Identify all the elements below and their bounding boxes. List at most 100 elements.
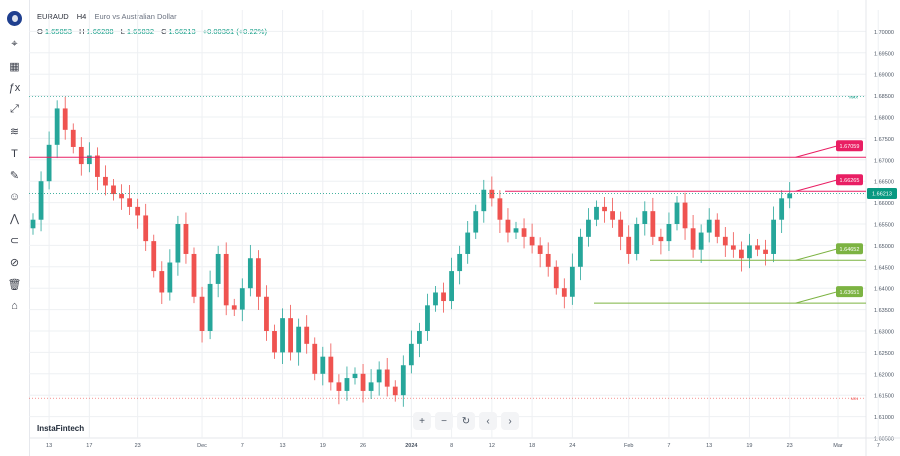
candle-body <box>578 236 583 267</box>
candle-body <box>86 155 92 165</box>
candle-body <box>457 253 463 272</box>
measure-icon[interactable]: ▦ <box>9 60 20 73</box>
magnet-icon[interactable]: ⊂ <box>9 235 20 248</box>
candle-body <box>143 215 149 242</box>
candle-body <box>207 283 213 331</box>
y-tick-label: 1.65000 <box>874 244 894 250</box>
y-tick-label: 1.61500 <box>874 394 894 400</box>
candle-body <box>70 129 76 147</box>
candle-body <box>280 318 285 353</box>
level-connector <box>795 145 837 158</box>
text-icon[interactable]: T <box>11 147 18 160</box>
x-tick-label: 23 <box>135 443 141 449</box>
candle-body <box>272 331 277 353</box>
candle-body <box>247 258 253 289</box>
x-tick-label: Feb <box>624 443 633 449</box>
home-icon[interactable]: ⌂ <box>11 300 18 313</box>
candle-body <box>433 292 438 306</box>
x-tick-label: Mar <box>833 443 843 449</box>
candle-body <box>135 206 141 216</box>
candle-body <box>698 232 704 250</box>
candle-body <box>513 228 519 233</box>
pattern-icon[interactable]: ⋀ <box>9 213 20 226</box>
level-connector <box>795 248 837 261</box>
candle-body <box>288 318 293 353</box>
cursor-icon[interactable]: ⌖ <box>11 38 18 50</box>
candle-body <box>239 288 245 310</box>
y-tick-label: 1.64000 <box>874 287 894 293</box>
timeframe-label[interactable]: H4 <box>76 12 87 21</box>
candle-body <box>264 296 269 331</box>
emoji-icon[interactable]: ☺ <box>8 191 21 204</box>
candle-body <box>296 326 302 353</box>
trendline-icon[interactable]: ⤢ <box>10 103 19 116</box>
candle-body <box>505 219 511 233</box>
candle-body <box>183 224 189 254</box>
candle-body <box>626 236 632 254</box>
x-tick-label: 7 <box>667 443 670 449</box>
candle-body <box>417 331 422 344</box>
y-tick-label: 1.63500 <box>874 308 894 314</box>
logo-icon <box>7 11 22 26</box>
candle-body <box>618 219 624 237</box>
y-tick-label: 1.69500 <box>874 51 894 57</box>
candle-body <box>223 253 229 306</box>
candle-body <box>441 292 446 302</box>
candle-body <box>489 189 495 199</box>
zoom-out-button[interactable]: − <box>435 412 453 430</box>
x-tick-label: 19 <box>746 443 752 449</box>
chart-navigation: + − ↻ ‹ › <box>413 412 519 430</box>
y-tick-label: 1.66500 <box>874 180 894 186</box>
brush-icon[interactable]: ✎ <box>9 169 20 182</box>
candle-body <box>151 241 157 272</box>
candle-body <box>537 245 543 254</box>
x-tick-label: 12 <box>489 443 495 449</box>
candle-body <box>739 249 744 259</box>
symbol-description: Euro vs Australian Dollar <box>94 12 177 21</box>
candle-body <box>368 382 374 391</box>
candle-body <box>111 185 116 195</box>
candle-body <box>658 236 664 242</box>
candle-body <box>191 253 197 297</box>
candle-body <box>312 343 318 374</box>
current-price-label: 1.66213 <box>872 192 892 198</box>
zoom-in-button[interactable]: + <box>413 412 431 430</box>
candle-body <box>159 271 165 293</box>
x-tick-label: 7 <box>241 443 244 449</box>
scroll-forward-button[interactable]: › <box>501 412 519 430</box>
symbol-label[interactable]: EURAUD <box>37 12 69 21</box>
y-tick-label: 1.70000 <box>874 30 894 36</box>
x-tick-label: 24 <box>569 443 575 449</box>
candle-body <box>320 356 326 374</box>
x-tick-label: 8 <box>450 443 453 449</box>
candle-body <box>666 224 672 242</box>
candle-body <box>497 198 503 220</box>
fib-icon[interactable]: ≋ <box>9 126 20 139</box>
eye-off-icon[interactable]: ⊘ <box>9 257 20 269</box>
reset-button[interactable]: ↻ <box>457 412 475 430</box>
y-tick-label: 1.62500 <box>874 351 894 357</box>
candle-body <box>634 224 640 254</box>
drawing-toolbar: ⌖ ▦ ƒx ⤢ ≋ T ✎ ☺ ⋀ ⊂ ⊘ 🗑 ⌂ <box>0 0 30 456</box>
candle-body <box>46 144 52 182</box>
candle-body <box>594 206 599 220</box>
scroll-back-button[interactable]: ‹ <box>479 412 497 430</box>
y-tick-label: 1.67000 <box>874 158 894 164</box>
candle-body <box>336 382 342 391</box>
candle-body <box>642 211 648 224</box>
candle-body <box>787 193 793 199</box>
y-tick-label: 1.68000 <box>874 116 894 122</box>
level-badge <box>836 286 863 298</box>
trash-icon[interactable]: 🗑 <box>7 278 22 291</box>
level-badge <box>836 174 863 186</box>
level-label: 1.63651 <box>840 290 860 296</box>
y-tick-label: 1.64500 <box>874 265 894 271</box>
candle-body <box>62 108 68 130</box>
candle-body <box>425 305 430 331</box>
candle-body <box>449 271 454 302</box>
candle-body <box>755 245 760 250</box>
level-badge <box>836 243 863 255</box>
fx-icon[interactable]: ƒx <box>8 82 21 95</box>
candle-body <box>392 386 398 396</box>
